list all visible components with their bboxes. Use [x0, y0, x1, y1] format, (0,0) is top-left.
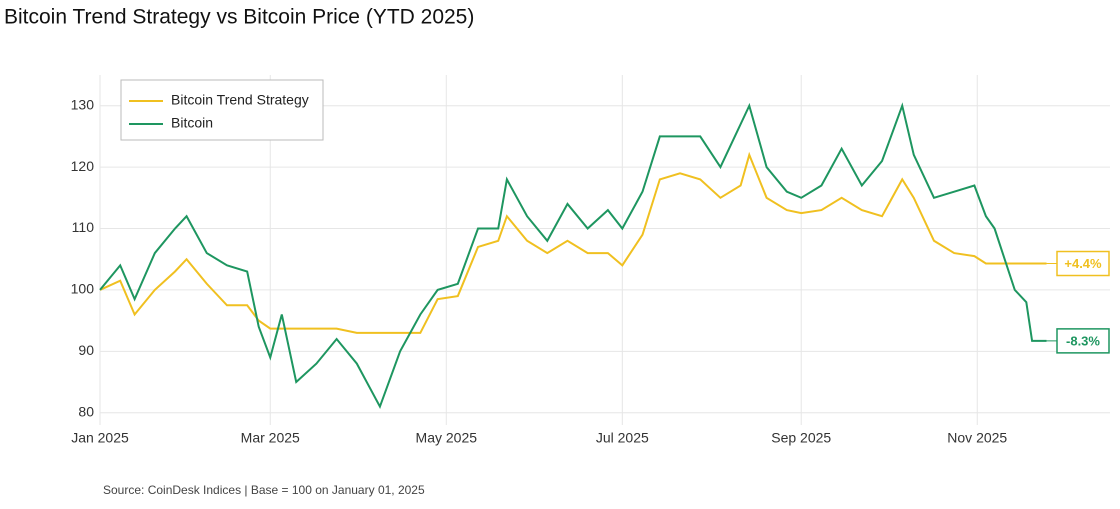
legend-label: Bitcoin Trend Strategy	[171, 92, 309, 108]
x-tick-label: May 2025	[416, 430, 478, 446]
x-tick-label: Mar 2025	[241, 430, 300, 446]
y-tick-label: 90	[78, 342, 94, 358]
x-tick-label: Sep 2025	[771, 430, 831, 446]
end-label-box	[1056, 250, 1110, 277]
end-label: +4.4%	[1064, 256, 1102, 271]
x-tick-label: Nov 2025	[947, 430, 1007, 446]
y-tick-label: 100	[71, 281, 95, 297]
chart-title: Bitcoin Trend Strategy vs Bitcoin Price …	[4, 6, 474, 29]
source-note: Source: CoinDesk Indices | Base = 100 on…	[103, 483, 425, 497]
y-tick-label: 110	[72, 219, 95, 235]
y-tick-label: 130	[71, 96, 95, 112]
legend-box	[120, 79, 324, 141]
y-tick-label: 80	[78, 403, 94, 419]
end-label: -8.3%	[1066, 333, 1100, 348]
y-tick-label: 120	[71, 158, 95, 174]
x-tick-label: Jul 2025	[596, 430, 649, 446]
series-line	[99, 151, 1047, 334]
series-line	[99, 102, 1047, 410]
end-label-box	[1056, 328, 1110, 354]
legend-label: Bitcoin	[171, 115, 213, 131]
x-tick-label: Jan 2025	[71, 430, 129, 446]
